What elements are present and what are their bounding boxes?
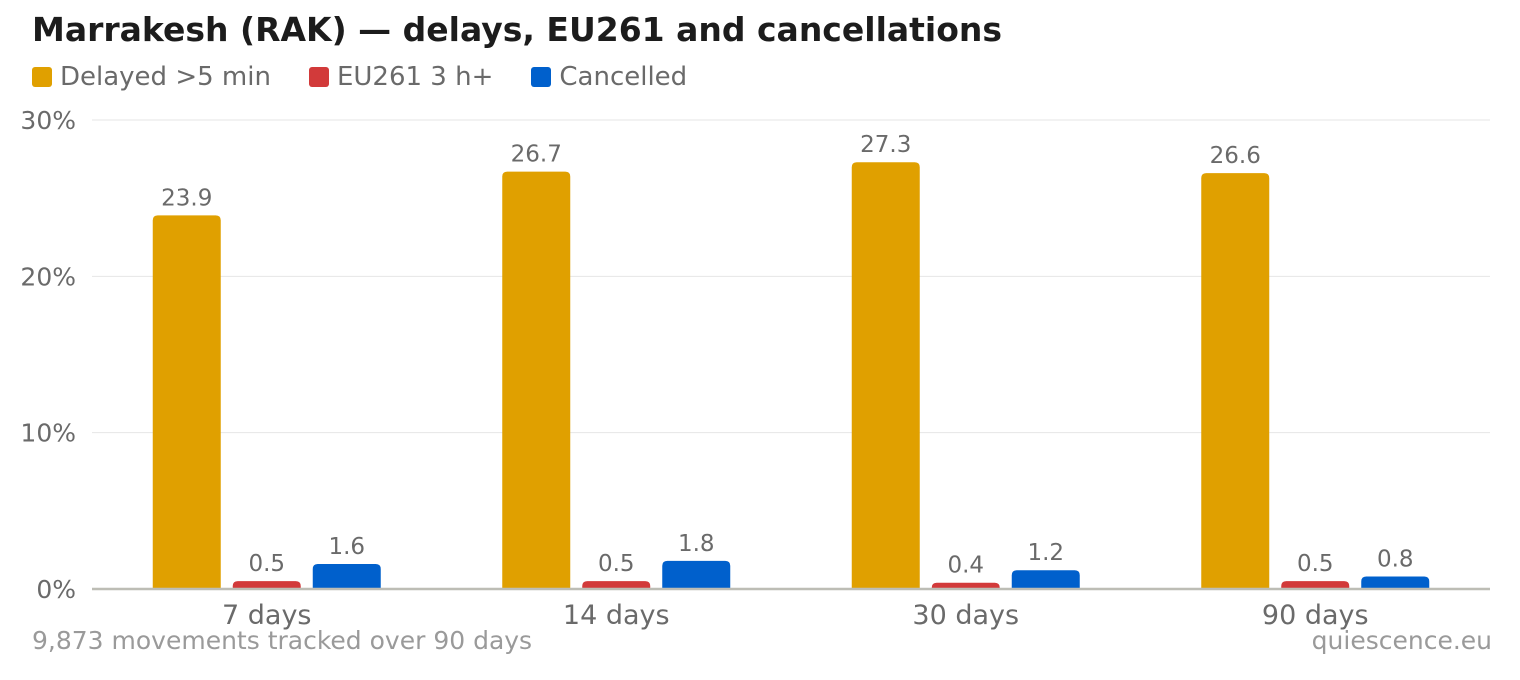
legend-item-delayed: Delayed >5 min xyxy=(32,62,271,92)
legend-swatch-cancelled xyxy=(531,67,552,87)
y-tick-label: 30% xyxy=(20,106,76,135)
y-tick-label: 10% xyxy=(20,419,76,448)
data-label: 27.3 xyxy=(860,132,911,158)
chart-legend: Delayed >5 min EU261 3 h+ Cancelled xyxy=(32,60,725,94)
data-label: 0.5 xyxy=(248,551,285,577)
data-label: 1.6 xyxy=(328,534,365,560)
y-tick-label: 0% xyxy=(36,575,76,604)
legend-item-eu261: EU261 3 h+ xyxy=(308,62,494,92)
footer-note: 9,873 movements tracked over 90 days xyxy=(32,626,533,655)
bar xyxy=(931,582,1000,589)
x-tick-label: 90 days xyxy=(1262,600,1369,631)
bar xyxy=(312,563,381,589)
x-tick-label: 7 days xyxy=(222,600,312,631)
data-label: 0.5 xyxy=(1297,551,1334,577)
data-label: 0.5 xyxy=(598,551,635,577)
bar xyxy=(502,171,571,589)
x-tick-label: 14 days xyxy=(563,600,670,631)
bar xyxy=(851,162,920,589)
bar xyxy=(152,215,221,589)
legend-label-eu261: EU261 3 h+ xyxy=(336,62,494,92)
bar xyxy=(1281,581,1350,589)
y-tick-label: 20% xyxy=(20,262,76,291)
legend-item-cancelled: Cancelled xyxy=(531,62,687,92)
legend-label-cancelled: Cancelled xyxy=(559,62,688,92)
data-label: 23.9 xyxy=(161,185,212,211)
bar xyxy=(1361,576,1430,589)
bar xyxy=(662,560,731,589)
bar xyxy=(232,581,301,589)
legend-label-delayed: Delayed >5 min xyxy=(60,62,271,92)
footer-source: quiescence.eu xyxy=(1311,626,1492,655)
legend-swatch-delayed xyxy=(32,67,52,87)
data-label: 26.7 xyxy=(511,142,562,168)
bar xyxy=(1201,173,1270,590)
data-label: 0.8 xyxy=(1377,546,1414,572)
data-label: 26.6 xyxy=(1210,143,1261,169)
legend-swatch-eu261 xyxy=(308,67,329,87)
data-label: 0.4 xyxy=(947,553,984,579)
bar xyxy=(582,581,651,589)
bar xyxy=(1011,570,1080,589)
data-label: 1.8 xyxy=(678,531,715,557)
chart-title: Marrakesh (RAK) — delays, EU261 and canc… xyxy=(32,10,1003,49)
x-tick-label: 30 days xyxy=(912,600,1019,631)
data-label: 1.2 xyxy=(1027,540,1064,566)
